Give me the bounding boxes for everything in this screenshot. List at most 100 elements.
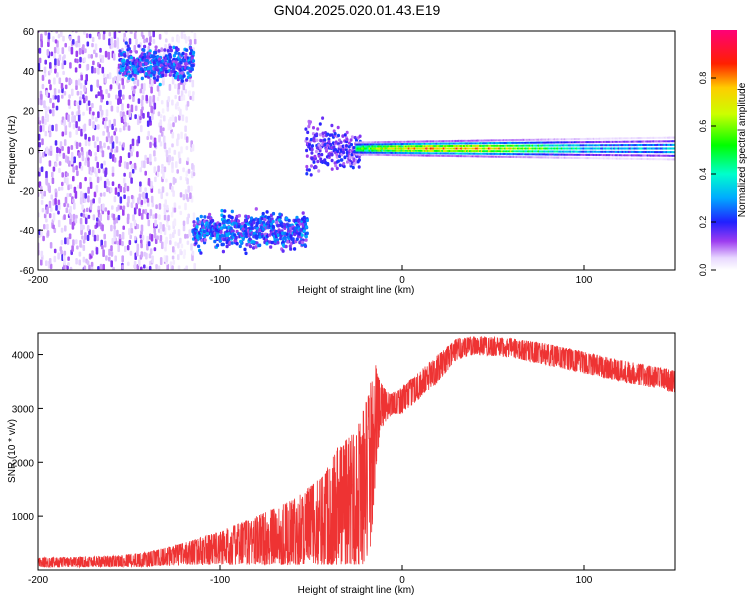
heatmap-cell (127, 261, 130, 266)
heatmap-cell (157, 165, 160, 172)
heatmap-cell (60, 239, 64, 245)
heatmap-cell (150, 234, 154, 242)
heatmap-cell (269, 245, 273, 249)
heatmap-cell (57, 33, 61, 39)
heatmap-cell (185, 136, 189, 143)
heatmap-cell (42, 124, 45, 132)
heatmap-cell (147, 201, 150, 207)
heatmap-cell (64, 196, 68, 204)
heatmap-cell (69, 218, 72, 225)
heatmap-cell (68, 233, 72, 240)
heatmap-cell (94, 151, 97, 156)
heatmap-cell (129, 234, 132, 240)
heatmap-cell (52, 102, 55, 109)
heatmap-cell (81, 204, 84, 211)
heatmap-cell (149, 153, 152, 162)
heatmap-cell (317, 154, 321, 158)
heatmap-cell (63, 176, 67, 184)
heatmap-cell (135, 58, 139, 63)
heatmap-cell (193, 38, 197, 45)
heatmap-cell (229, 226, 233, 230)
heatmap-cell (313, 154, 317, 159)
heatmap-cell (114, 255, 117, 262)
heatmap-cell (49, 263, 53, 270)
heatmap-cell (75, 79, 78, 86)
heatmap-cell (92, 60, 95, 66)
heatmap-cell (147, 111, 150, 118)
heatmap-cell (158, 33, 162, 40)
heatmap-cell (48, 131, 52, 138)
heatmap-cell (110, 260, 113, 268)
heatmap-cell (121, 240, 124, 247)
heatmap-cell (50, 207, 53, 212)
heatmap-cell (188, 229, 191, 237)
heatmap-cell (107, 180, 110, 186)
heatmap-cell (148, 49, 152, 53)
heatmap-cell (84, 133, 87, 140)
heatmap-cell (43, 72, 47, 77)
heatmap-cell (69, 193, 72, 197)
heatmap-cell (319, 146, 322, 150)
heatmap-cell (167, 225, 171, 231)
heatmap-cell (350, 142, 353, 147)
heatmap-cell (45, 218, 48, 223)
heatmap-cell (165, 255, 169, 263)
heatmap-cell (81, 155, 85, 162)
heatmap-cell (308, 142, 311, 147)
heatmap-cell (65, 207, 69, 213)
heatmap-cell (106, 125, 109, 133)
heatmap-cell (111, 181, 115, 186)
heatmap-cell (147, 130, 150, 137)
heatmap-cell (53, 46, 57, 54)
heatmap-cell (186, 240, 190, 245)
heatmap-cell (103, 142, 106, 148)
heatmap-cell (163, 214, 167, 221)
heatmap-cell (185, 48, 189, 52)
heatmap-cell (76, 58, 79, 64)
heatmap-cell (116, 37, 120, 45)
heatmap-cell (128, 239, 132, 245)
heatmap-cell (78, 100, 82, 106)
heatmap-cell (149, 73, 153, 78)
heatmap-cell (192, 212, 196, 221)
heatmap-cell (96, 234, 99, 242)
heatmap-cell (191, 63, 195, 68)
heatmap-cell (157, 111, 161, 117)
heatmap-cell (99, 192, 103, 197)
heatmap-cell (303, 243, 307, 247)
heatmap-cell (334, 163, 338, 168)
heatmap-cell (87, 160, 90, 168)
heatmap-cell (139, 234, 143, 239)
heatmap-cell (349, 138, 353, 142)
heatmap-cell (122, 84, 125, 90)
heatmap-cell (137, 44, 141, 48)
heatmap-cell (126, 162, 129, 170)
heatmap-cell (86, 41, 90, 47)
heatmap-cell (285, 216, 289, 221)
heatmap-cell (672, 147, 675, 150)
heatmap-cell (49, 62, 52, 69)
heatmap-cell (317, 143, 321, 147)
heatmap-cell (94, 156, 98, 162)
snr-y-ticks: 1000 2000 3000 4000 (12, 351, 43, 523)
heatmap-cell (111, 141, 115, 149)
heatmap-cell (97, 205, 100, 210)
heatmap-cell (84, 232, 87, 240)
heatmap-cell (51, 177, 55, 184)
heatmap-cell (255, 223, 259, 228)
heatmap-cell (68, 121, 72, 128)
heatmap-cell (52, 212, 56, 221)
heatmap-cell (143, 83, 146, 91)
heatmap-cell (154, 50, 158, 55)
heatmap-cell (55, 204, 58, 211)
heatmap-cell (39, 155, 42, 164)
heatmap-cell (94, 43, 98, 51)
heatmap-x-tick-label: 0 (399, 275, 405, 286)
heatmap-cell (51, 124, 54, 132)
heatmap-cell (240, 221, 245, 226)
heatmap-cell (153, 102, 157, 110)
heatmap-cell (140, 83, 144, 90)
heatmap-cell (177, 52, 181, 56)
heatmap-cell (186, 71, 190, 75)
heatmap-cell (40, 259, 43, 266)
